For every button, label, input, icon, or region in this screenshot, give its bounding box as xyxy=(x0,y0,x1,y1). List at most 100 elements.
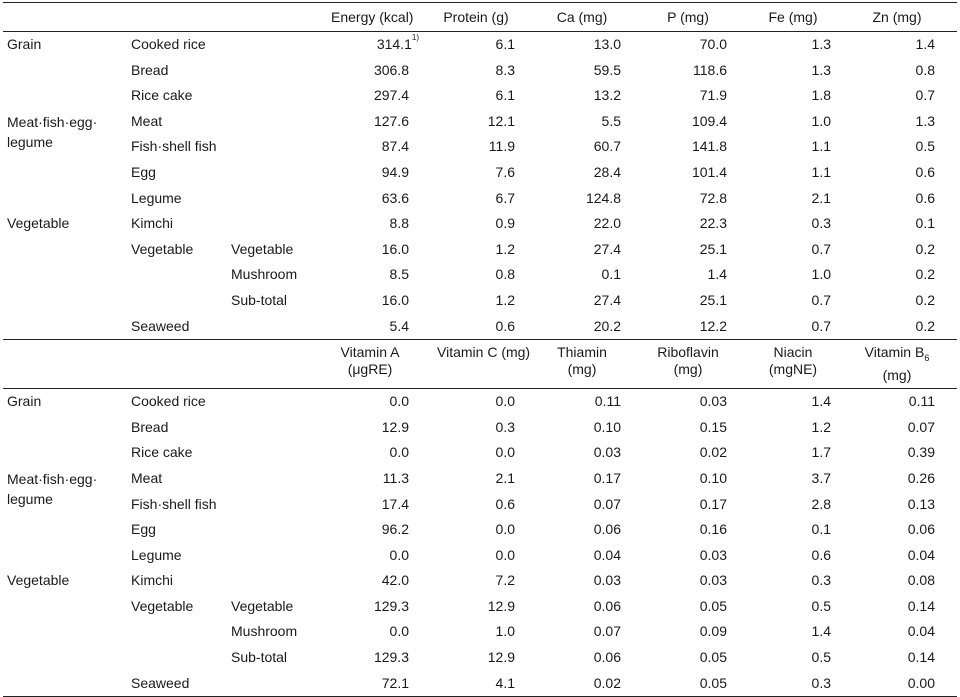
value: 63.6 xyxy=(381,189,409,206)
value-cell: 3.7 xyxy=(749,466,853,492)
food-name: Legume xyxy=(131,189,182,206)
food-subname xyxy=(225,58,325,84)
value: 1.3 xyxy=(811,61,831,78)
nutrient-table: Energy (kcal) Protein (g) Ca (mg) P (mg) Fe … xyxy=(3,2,957,697)
value-cell: 2.1 xyxy=(431,466,537,492)
food-name: Vegetable xyxy=(131,240,194,257)
value-cell: 1.2 xyxy=(431,237,537,263)
value: 0.0 xyxy=(389,444,409,461)
value-cell: 0.17 xyxy=(537,466,643,492)
value: 71.9 xyxy=(699,87,727,104)
column-header-line2: (μgRE) xyxy=(347,361,393,378)
value-cell: 0.5 xyxy=(749,594,853,620)
value: 1.1 xyxy=(811,138,831,155)
value-cell: 1.1 xyxy=(749,134,853,160)
column-header: Vitamin A (μgRE) xyxy=(325,339,431,390)
table-row: Vegetable Vegetable 16.0 1.2 27.4 25.1 0.7 0.2 xyxy=(3,237,957,263)
food-subname xyxy=(225,134,325,160)
value: 0.3 xyxy=(811,674,831,691)
column-header-line1: Vitamin A xyxy=(340,344,400,361)
value-cell: 1.2 xyxy=(749,415,853,441)
value-cell: 0.0 xyxy=(431,389,537,415)
value: 1.8 xyxy=(811,87,831,104)
value-cell: 0.1 xyxy=(749,517,853,543)
value: 0.7 xyxy=(811,291,831,308)
column-header: Energy (kcal) xyxy=(325,2,431,32)
value: 0.03 xyxy=(699,572,727,589)
value-cell: 0.02 xyxy=(643,440,749,466)
value: 0.04 xyxy=(907,623,935,640)
value: 0.0 xyxy=(495,546,515,563)
value-cell: 5.4 xyxy=(325,314,431,340)
value-cell: 0.06 xyxy=(537,594,643,620)
value: 0.0 xyxy=(495,444,515,461)
value: 27.4 xyxy=(593,291,621,308)
value-cell: 1.4 xyxy=(853,32,957,58)
value-cell: 0.05 xyxy=(643,594,749,620)
value: 0.14 xyxy=(907,649,935,666)
value-cell: 141.8 xyxy=(643,134,749,160)
value: 0.07 xyxy=(593,623,621,640)
value-cell: 13.2 xyxy=(537,83,643,109)
food-subname xyxy=(225,517,325,543)
value: 0.14 xyxy=(907,597,935,614)
value-cell: 0.03 xyxy=(643,543,749,569)
value: 0.03 xyxy=(699,393,727,410)
food-name: Egg xyxy=(131,521,156,538)
value-cell: 0.5 xyxy=(749,645,853,671)
value-cell: 1.0 xyxy=(749,262,853,288)
column-header: Ca (mg) xyxy=(537,2,643,32)
value: 109.4 xyxy=(691,112,727,129)
category-cell xyxy=(3,415,125,441)
value-cell: 0.7 xyxy=(749,314,853,340)
value: 0.06 xyxy=(593,521,621,538)
value-cell: 0.6 xyxy=(853,160,957,186)
value-cell: 1.8 xyxy=(749,83,853,109)
food-name: Rice cake xyxy=(131,444,193,461)
value-cell: 72.8 xyxy=(643,186,749,212)
value: 0.7 xyxy=(811,317,831,334)
value: 6.1 xyxy=(495,36,515,52)
value: 0.3 xyxy=(811,572,831,589)
table-row: Vegetable Kimchi 8.8 0.9 22.0 22.3 0.3 0.1 xyxy=(3,211,957,237)
column-header-line1: Riboflavin xyxy=(657,344,719,361)
food-name: Bread xyxy=(131,61,169,78)
value: 0.17 xyxy=(593,469,621,486)
value: 8.8 xyxy=(389,215,409,232)
value: 0.2 xyxy=(915,291,935,308)
value: 25.1 xyxy=(699,291,727,308)
value-cell: 70.0 xyxy=(643,32,749,58)
value-cell: 1.7 xyxy=(749,440,853,466)
food-subname xyxy=(225,543,325,569)
value-cell: 0.39 xyxy=(853,440,957,466)
value-cell: 118.6 xyxy=(643,58,749,84)
value: 0.5 xyxy=(811,649,831,666)
column-header: Thiamin (mg) xyxy=(537,339,643,390)
value: 20.2 xyxy=(593,317,621,334)
value: 22.3 xyxy=(699,215,727,232)
category-cell xyxy=(3,288,125,314)
value-cell: 28.4 xyxy=(537,160,643,186)
value: 0.06 xyxy=(907,521,935,538)
value-cell: 0.6 xyxy=(431,314,537,340)
value: 306.8 xyxy=(373,61,409,78)
value: 28.4 xyxy=(593,163,621,180)
food-name: Legume xyxy=(131,546,182,563)
value: 101.4 xyxy=(691,163,727,180)
value-cell: 22.0 xyxy=(537,211,643,237)
value-cell: 1.3 xyxy=(749,32,853,58)
value: 314.1 xyxy=(376,36,412,52)
category-label-line2: legume xyxy=(7,490,53,507)
value: 0.5 xyxy=(915,138,935,155)
value-cell: 0.10 xyxy=(643,466,749,492)
food-name: Fish·shell fish xyxy=(131,495,217,512)
value: 0.3 xyxy=(811,215,831,232)
food-name: Seaweed xyxy=(131,317,190,334)
food-name xyxy=(125,288,225,314)
value: 0.6 xyxy=(495,317,515,334)
table-row: Egg 94.9 7.6 28.4 101.4 1.1 0.6 xyxy=(3,160,957,186)
value-cell: 0.0 xyxy=(325,543,431,569)
value: 1.3 xyxy=(811,36,831,52)
value-cell: 0.03 xyxy=(537,440,643,466)
value-cell: 8.3 xyxy=(431,58,537,84)
